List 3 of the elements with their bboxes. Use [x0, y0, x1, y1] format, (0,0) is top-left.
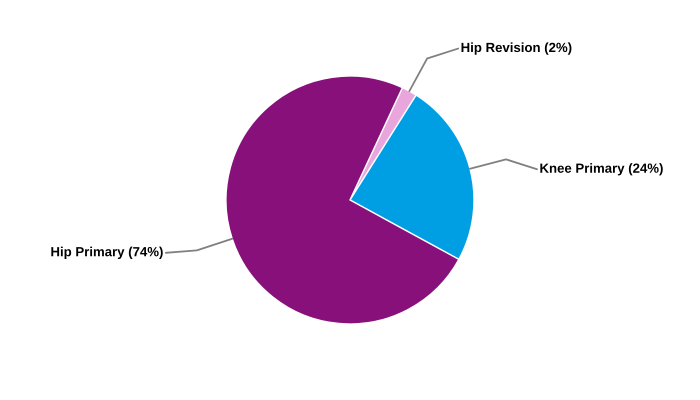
slice-label: Hip Primary (74%) [51, 246, 163, 259]
slice-label: Hip Revision (2%) [462, 42, 572, 55]
slice-label: Knee Primary (24%) [540, 163, 663, 176]
